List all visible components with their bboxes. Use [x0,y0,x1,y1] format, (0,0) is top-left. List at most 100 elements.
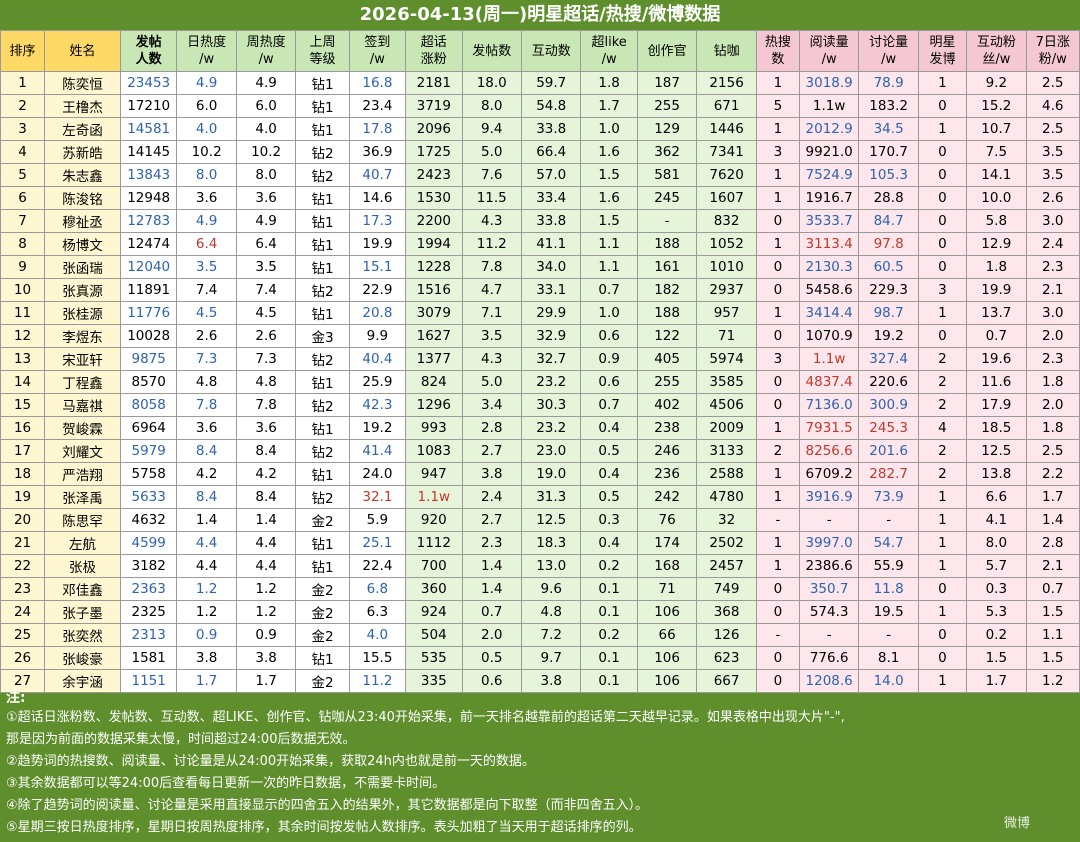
cell-level: 钻2 [295,393,350,417]
cell-active-fans: 12.9 [966,232,1027,256]
cell-daily-heat: 4.4 [176,531,237,555]
cell-interactions: 23.2 [520,370,582,394]
cell-posts: 2.4 [461,485,522,509]
cell-super-like: 0.5 [580,439,638,463]
cell-super-like: 1.8 [580,71,638,95]
cell-daily-heat: 1.2 [176,577,237,601]
cell-reads: 3018.9 [798,71,860,95]
cell-checkin: 40.7 [348,163,407,187]
cell-posts: 4.7 [461,278,522,302]
cell-checkin: 23.4 [348,94,407,118]
cell-rank: 1 [0,71,46,95]
cell-posters: 1581 [119,646,178,670]
page-title: 2026-04-13(周一)明星超话/热搜/微博数据 [359,4,721,25]
cell-interactions: 4.8 [520,600,582,624]
cell-hot-search: 2 [755,439,800,463]
cell-level: 钻1 [295,646,350,670]
cell-posts: 4.3 [461,347,522,371]
cell-active-fans: 13.7 [966,301,1027,325]
cell-level: 金2 [295,577,350,601]
cell-fans-gain: 504 [405,623,463,647]
cell-checkin: 19.2 [348,416,407,440]
cell-hot-search: 5 [755,94,800,118]
cell-fans-gain: 824 [405,370,463,394]
cell-name: 杨博文 [44,232,121,256]
cell-checkin: 19.9 [348,232,407,256]
cell-super-like: 1.0 [580,301,638,325]
cell-level: 钻2 [295,278,350,302]
cell-posters: 12948 [119,186,178,210]
cell-daily-heat: 6.0 [176,94,237,118]
cell-level: 钻1 [295,462,350,486]
table-row: 2 王橹杰 17210 6.0 6.0 钻1 23.4 3719 8.0 54.8 1.7 255 67… [0,94,1080,118]
cell-daily-heat: 4.9 [176,71,237,95]
cell-star-posts: 1 [917,71,968,95]
col-header-posters: 发帖 人数 [119,30,178,72]
cell-checkin: 25.1 [348,531,407,555]
cell-level: 钻2 [295,485,350,509]
cell-daily-heat: 8.4 [176,485,237,509]
cell-weekly-heat: 4.4 [235,531,297,555]
cell-reads: - [798,508,860,532]
cell-daily-heat: 10.2 [176,140,237,164]
cell-weekly-heat: 0.9 [235,623,297,647]
cell-fans-gain: 1.1w [405,485,463,509]
table-row: 15 马嘉祺 8058 7.8 7.8 钻2 42.3 1296 3.4 30.3 0.7 402 45… [0,393,1080,417]
col-header-hot-search: 热搜数 [755,30,800,72]
cell-creators: 581 [636,163,698,187]
cell-week-fans: 4.6 [1025,94,1080,118]
cell-rank: 24 [0,600,46,624]
cell-super-like: 0.5 [580,485,638,509]
cell-star-posts: 1 [917,485,968,509]
cell-weekly-heat: 1.7 [235,669,297,693]
cell-name: 张真源 [44,278,121,302]
table-row: 7 穆祉丞 12783 4.9 4.9 钻1 17.3 2200 4.3 33.8 1.5-832 0… [0,209,1080,233]
cell-fans-gain: 3719 [405,94,463,118]
cell-weekly-heat: 3.6 [235,416,297,440]
cell-week-fans: 2.6 [1025,186,1080,210]
cell-diamond: 749 [696,577,757,601]
cell-star-posts: 0 [917,646,968,670]
cell-active-fans: 19.6 [966,347,1027,371]
cell-weekly-heat: 8.4 [235,439,297,463]
cell-creators: 168 [636,554,698,578]
cell-hot-search: 0 [755,209,800,233]
cell-active-fans: 0.3 [966,577,1027,601]
cell-level: 钻1 [295,117,350,141]
table-row: 21 左航 4599 4.4 4.4 钻1 25.1 1112 2.3 18.3 0.4 174 250… [0,531,1080,555]
cell-discussions: 170.7 [858,140,919,164]
cell-daily-heat: 7.4 [176,278,237,302]
cell-name: 张泽禹 [44,485,121,509]
cell-weekly-heat: 1.4 [235,508,297,532]
cell-creators: - [636,209,698,233]
cell-diamond: 71 [696,324,757,348]
cell-star-posts: 1 [917,508,968,532]
header-row: 排序 姓名 发帖 人数 日热度/w 周热度/w 上周 等级 签到/w 超话 涨粉 发帖数 互动数 超lik… [0,30,1080,72]
cell-posts: 5.0 [461,370,522,394]
cell-daily-heat: 6.4 [176,232,237,256]
cell-week-fans: 1.5 [1025,600,1080,624]
cell-weekly-heat: 3.8 [235,646,297,670]
col-header-level: 上周 等级 [295,30,350,72]
cell-discussions: 14.0 [858,669,919,693]
cell-diamond: 1010 [696,255,757,279]
cell-reads: 3533.7 [798,209,860,233]
col-header-interactions: 互动数 [520,30,582,72]
cell-interactions: 33.4 [520,186,582,210]
cell-name: 刘耀文 [44,439,121,463]
cell-creators: 255 [636,94,698,118]
cell-posters: 5633 [119,485,178,509]
cell-level: 钻1 [295,531,350,555]
cell-reads: 776.6 [798,646,860,670]
cell-creators: 122 [636,324,698,348]
cell-checkin: 11.2 [348,669,407,693]
table-row: 27 余宇涵 1151 1.7 1.7 金2 11.2 335 0.6 3.8 0.1 106 667 0… [0,669,1080,693]
cell-super-like: 0.6 [580,370,638,394]
cell-super-like: 1.6 [580,186,638,210]
cell-name: 穆祉丞 [44,209,121,233]
cell-hot-search: 1 [755,531,800,555]
cell-name: 贺峻霖 [44,416,121,440]
table-row: 14 丁程鑫 8570 4.8 4.8 钻1 25.9 824 5.0 23.2 0.6 255 358… [0,370,1080,394]
cell-checkin: 14.6 [348,186,407,210]
cell-checkin: 9.9 [348,324,407,348]
